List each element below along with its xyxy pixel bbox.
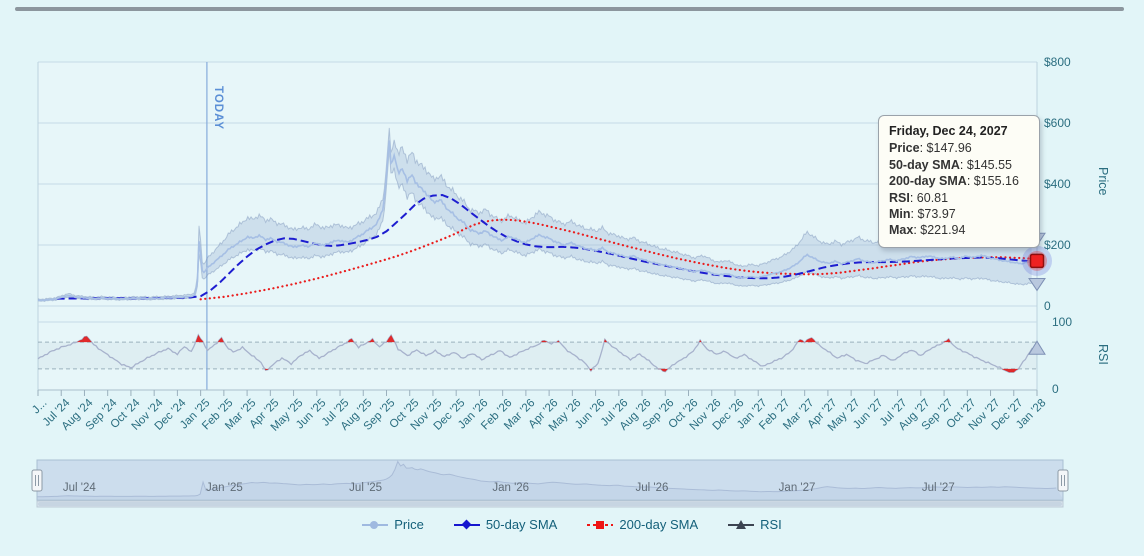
tooltip-row-min: Min: $73.97 xyxy=(889,207,956,222)
rsi-series-marker-icon xyxy=(728,519,755,531)
navigator-label: Jan '27 xyxy=(778,482,816,494)
legend-label-price: Price xyxy=(394,517,424,532)
nav-handle-left[interactable] xyxy=(31,469,43,492)
legend-item-sma50[interactable]: 50-day SMA xyxy=(453,517,558,532)
price-tick-600: $600 xyxy=(1044,116,1071,130)
navigator-label: Jul '25 xyxy=(349,482,383,494)
top-scrollbar[interactable] xyxy=(15,7,1124,11)
rsi-hover-marker-icon xyxy=(1028,340,1046,355)
rsi-alert-zone xyxy=(1001,368,1019,373)
rsi-alert-zone xyxy=(386,335,395,343)
sma200-series-marker-icon xyxy=(587,519,614,531)
price-axis-title: Price xyxy=(1096,167,1110,196)
rsi-alert-zone xyxy=(556,340,560,343)
legend-label-sma200: 200-day SMA xyxy=(619,517,699,532)
band-min-line xyxy=(37,149,1032,303)
price-tick-400: $400 xyxy=(1044,177,1071,191)
navigator-label: Jul '24 xyxy=(62,482,96,494)
rsi-line xyxy=(37,333,1033,373)
hover-point-marker xyxy=(1029,253,1045,269)
plot-background xyxy=(38,62,1037,390)
sma50-series-marker-icon xyxy=(453,519,480,531)
tooltip-row-sma200: 200-day SMA: $155.16 xyxy=(889,174,1019,189)
rsi-alert-zone xyxy=(76,336,92,343)
rsi-alert-zone xyxy=(347,338,354,343)
band-max-line xyxy=(37,127,1032,301)
rsi-alert-zone xyxy=(805,337,816,343)
tooltip-row-price: Price: $147.96 xyxy=(889,141,972,156)
rsi-alert-zone xyxy=(589,368,593,371)
rsi-tick-0: 0 xyxy=(1052,382,1059,396)
legend-item-price[interactable]: Price xyxy=(362,517,424,532)
price-series-marker-icon xyxy=(362,519,389,531)
legend-item-sma200[interactable]: 200-day SMA xyxy=(587,517,698,532)
rsi-alert-zone xyxy=(658,368,668,372)
rsi-plotband xyxy=(38,342,1037,369)
rsi-alert-zone xyxy=(264,368,269,371)
navigator-label: Jul '26 xyxy=(635,482,669,494)
rsi-alert-zone xyxy=(604,339,608,343)
navigator-selected-mask[interactable] xyxy=(36,459,1064,501)
rsi-alert-zone xyxy=(367,338,375,343)
price-range-band xyxy=(38,127,1032,302)
rsi-alert-zone xyxy=(797,339,805,343)
navigator-label: Jan '25 xyxy=(206,482,243,494)
tooltip: Friday, Dec 24, 2027 Price: $147.96 50-d… xyxy=(878,115,1040,248)
legend: Price 50-day SMA 200-day SMA RSI xyxy=(0,517,1144,532)
legend-label-rsi: RSI xyxy=(760,517,782,532)
price-tick-800: $800 xyxy=(1044,55,1071,69)
rsi-alert-zone xyxy=(541,340,548,343)
rsi-tick-100: 100 xyxy=(1052,315,1073,329)
rsi-alert-zone xyxy=(943,338,951,343)
rsi-alert-zone xyxy=(195,334,204,343)
navigator-label: Jul '27 xyxy=(921,482,955,494)
price-tick-0: 0 xyxy=(1044,299,1051,313)
rsi-alert-zone xyxy=(699,340,702,343)
tooltip-row-sma50: 50-day SMA: $145.55 xyxy=(889,157,1012,172)
nav-handle-right[interactable] xyxy=(1057,469,1069,492)
tooltip-date: Friday, Dec 24, 2027 xyxy=(889,124,1008,138)
tooltip-row-rsi: RSI: 60.81 xyxy=(889,190,949,205)
rsi-alert-zone xyxy=(217,337,224,343)
bottom-scrollbar-thumb[interactable] xyxy=(38,502,1062,506)
today-plotline-label: TODAY xyxy=(212,86,224,130)
legend-label-sma50: 50-day SMA xyxy=(485,517,558,532)
navigator-label: Jan '26 xyxy=(492,482,530,494)
min-marker-arrow-icon xyxy=(1028,277,1046,292)
tooltip-row-max: Max: $221.94 xyxy=(889,223,966,238)
price-line xyxy=(37,140,1032,302)
legend-item-rsi[interactable]: RSI xyxy=(728,517,782,532)
price-tick-200: $200 xyxy=(1044,238,1071,252)
rsi-axis-title: RSI xyxy=(1096,344,1110,365)
